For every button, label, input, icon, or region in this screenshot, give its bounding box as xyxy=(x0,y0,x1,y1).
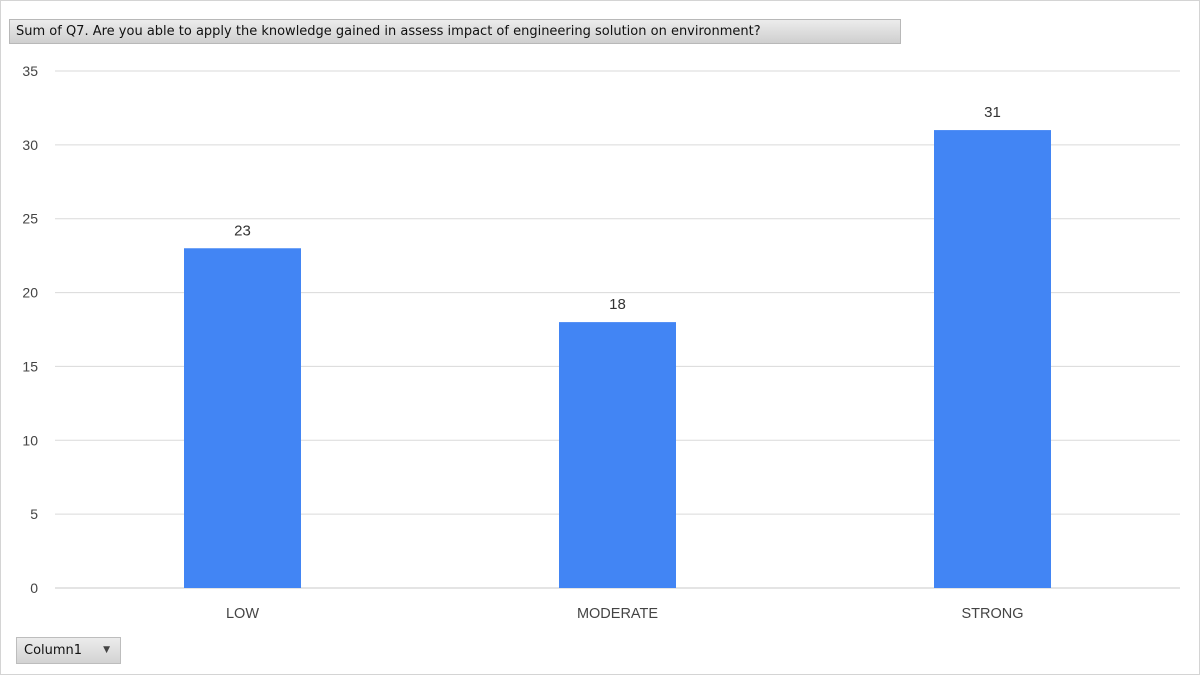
x-category-label: MODERATE xyxy=(577,606,658,622)
y-tick-label: 0 xyxy=(30,580,38,596)
y-tick-label: 30 xyxy=(22,137,38,153)
y-tick-label: 20 xyxy=(22,285,38,301)
x-category-label: LOW xyxy=(226,606,259,622)
y-tick-label: 25 xyxy=(22,211,38,227)
dropdown-arrow-icon[interactable]: ▼ xyxy=(103,645,110,655)
y-tick-label: 5 xyxy=(30,506,38,522)
column-filter-button[interactable]: Column1 ▼ xyxy=(16,637,121,664)
data-label: 31 xyxy=(984,104,1001,121)
y-tick-label: 35 xyxy=(22,63,38,79)
bar xyxy=(559,322,676,588)
y-tick-label: 10 xyxy=(22,432,38,448)
value-field-header[interactable]: Sum of Q7. Are you able to apply the kno… xyxy=(9,19,901,44)
bar xyxy=(934,130,1051,589)
y-tick-label: 15 xyxy=(22,358,38,374)
column-filter-label: Column1 xyxy=(24,643,83,658)
x-category-label: STRONG xyxy=(961,606,1023,622)
bar xyxy=(184,248,301,588)
data-label: 18 xyxy=(609,296,626,313)
data-label: 23 xyxy=(234,222,251,239)
